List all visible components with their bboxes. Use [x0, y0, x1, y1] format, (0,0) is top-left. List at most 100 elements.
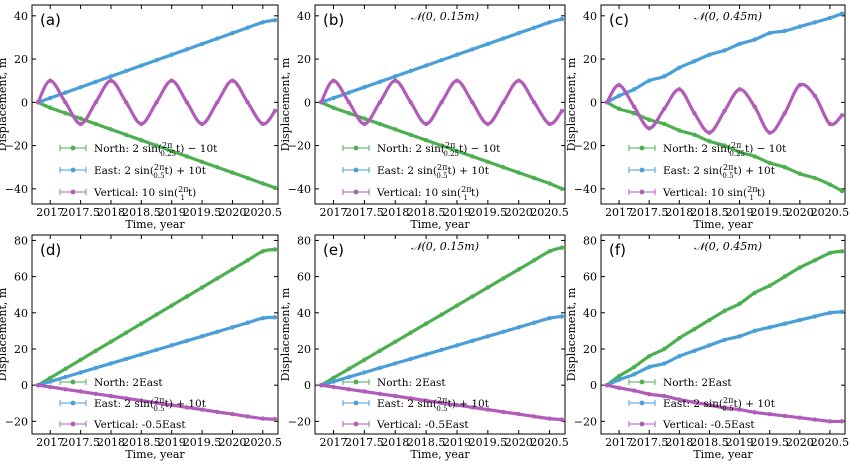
- data-point-north: [123, 132, 129, 137]
- y-tick-label: 60: [583, 271, 597, 284]
- data-point-vertical: [215, 100, 220, 105]
- legend-entry-east: East: 2 sin(2π 0.5t) + 10t: [377, 163, 490, 180]
- series-line-north: [36, 247, 277, 387]
- data-point-north: [737, 149, 742, 155]
- x-tick-label: 2020: [505, 436, 533, 449]
- x-tick-label: 2020: [505, 206, 533, 219]
- y-tick-label: 60: [297, 271, 311, 284]
- data-point-east: [331, 95, 336, 101]
- noise-label: 𝒩(0, 0.45m): [694, 240, 762, 253]
- data-point-east: [408, 68, 413, 74]
- data-point-east: [245, 25, 250, 30]
- data-point-north: [199, 159, 205, 165]
- data-point-vertical: [485, 121, 491, 127]
- data-point-east: [677, 354, 682, 359]
- y-axis-title: Displacement, m: [279, 287, 292, 381]
- data-point-east: [547, 20, 552, 25]
- legend-marker-dot: [353, 167, 359, 173]
- data-point-vertical: [631, 388, 637, 393]
- x-tick-label: 2018.5: [407, 436, 446, 449]
- x-axis-title: Time, year: [125, 218, 185, 231]
- data-point-east: [812, 20, 818, 25]
- data-point-east: [139, 352, 144, 357]
- data-point-east: [516, 325, 521, 330]
- data-point-east: [454, 52, 460, 57]
- data-point-east: [531, 25, 537, 30]
- data-point-vertical: [393, 393, 398, 399]
- x-tick-label: 2019.5: [750, 436, 789, 449]
- x-tick-label: 2017: [320, 436, 348, 449]
- y-axis-title: Displacement, m: [565, 57, 578, 151]
- data-point-north: [139, 321, 144, 326]
- data-point-north: [393, 339, 398, 344]
- data-point-vertical: [154, 100, 159, 105]
- data-point-vertical: [559, 417, 565, 422]
- data-point-north: [63, 110, 68, 116]
- series-group: [318, 245, 565, 422]
- y-axis-title: Displacement, m: [0, 287, 9, 381]
- data-point-vertical: [439, 400, 444, 406]
- data-point-vertical: [423, 121, 429, 127]
- data-point-east: [245, 320, 250, 325]
- y-tick-label: 20: [297, 343, 311, 356]
- data-point-east: [408, 356, 413, 362]
- data-point-north: [215, 276, 220, 281]
- data-point-north: [184, 294, 190, 299]
- x-tick-label: 2018: [381, 206, 409, 219]
- x-tick-label: 2020: [218, 436, 246, 449]
- data-point-north: [154, 143, 159, 148]
- x-tick-label: 2019.5: [469, 206, 508, 219]
- noise-label: 𝒩(0, 0.45m): [694, 10, 762, 23]
- data-point-north: [662, 121, 667, 127]
- legend-marker-dot: [639, 189, 645, 195]
- x-tick-label: 2018.5: [690, 436, 729, 449]
- data-point-north: [646, 117, 652, 122]
- x-tick-label: 2019: [158, 436, 186, 449]
- data-point-east: [767, 30, 772, 36]
- x-tick-label: 2018: [665, 436, 693, 449]
- y-tick-label: −20: [288, 140, 311, 153]
- legend: North: 2East East: 2 sin(2π 0.5t) + 10t Ver…: [342, 377, 490, 431]
- data-point-vertical: [782, 110, 787, 116]
- data-point-vertical: [692, 400, 697, 405]
- series-group: [35, 247, 278, 422]
- legend-entry-east: East: 2 sin(2π 0.5t) + 10t: [663, 163, 776, 180]
- x-tick-label: 2017: [320, 206, 348, 219]
- data-point-vertical: [230, 411, 235, 417]
- data-point-east: [260, 316, 266, 321]
- data-point-east: [722, 48, 727, 53]
- y-tick-label: 0: [304, 96, 311, 109]
- data-point-vertical: [35, 382, 41, 388]
- data-point-north: [230, 267, 235, 272]
- x-tick-label: 2018.5: [122, 206, 161, 219]
- x-axis-title: Time, year: [125, 448, 185, 461]
- axes-frame: [31, 234, 279, 435]
- data-point-vertical: [184, 405, 190, 410]
- data-point-vertical: [737, 407, 742, 412]
- data-point-east: [616, 93, 622, 99]
- data-point-north: [377, 348, 383, 353]
- data-point-east: [199, 41, 205, 47]
- data-point-east: [501, 36, 506, 41]
- data-point-east: [393, 361, 398, 366]
- x-tick-label: 2018: [381, 436, 409, 449]
- x-tick-label: 2018: [665, 206, 693, 219]
- data-point-east: [272, 315, 278, 320]
- data-point-east: [516, 30, 521, 36]
- data-point-vertical: [108, 393, 114, 399]
- data-point-east: [362, 370, 367, 375]
- data-point-vertical: [215, 409, 220, 415]
- x-tick-label: 2017.5: [630, 436, 669, 449]
- x-tick-label: 2019: [443, 436, 471, 449]
- data-point-north: [439, 312, 444, 317]
- legend-marker-dot: [70, 145, 76, 151]
- data-point-east: [439, 57, 444, 63]
- data-point-east: [839, 309, 845, 315]
- series-group: [35, 17, 278, 190]
- y-tick-label: 0: [590, 379, 597, 392]
- y-tick-label: 0: [590, 96, 597, 109]
- data-point-east: [108, 74, 114, 79]
- x-tick-label: 2017.5: [61, 436, 100, 449]
- data-point-east: [707, 343, 712, 348]
- legend-entry-vertical: Vertical: -0.5East: [93, 419, 186, 431]
